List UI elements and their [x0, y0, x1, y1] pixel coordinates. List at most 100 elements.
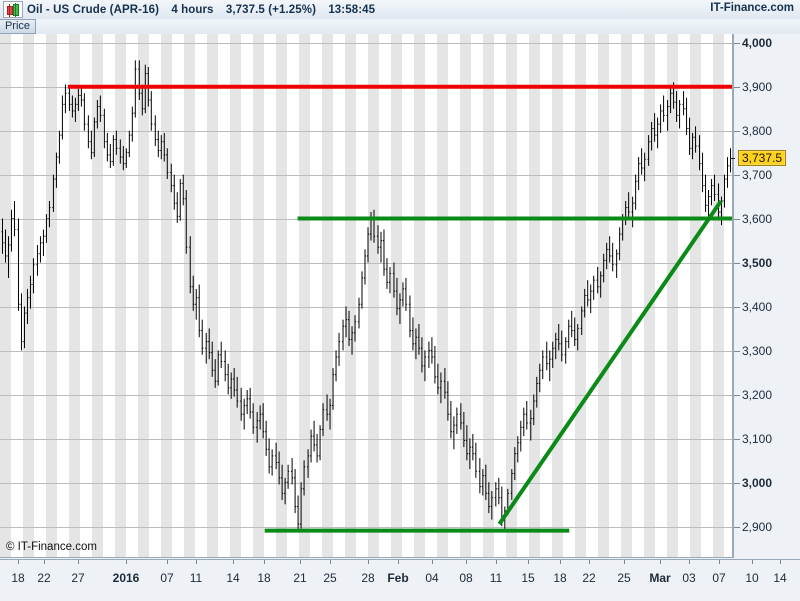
- date-axis-label: 21: [293, 571, 307, 585]
- gridline: [0, 351, 732, 352]
- instrument-name: Oil - US Crude (APR-16): [27, 3, 160, 16]
- date-axis-label: 25: [617, 571, 631, 585]
- tab-price[interactable]: Price: [0, 19, 36, 34]
- price-axis-label: 2,900: [742, 520, 773, 535]
- title-bar: Oil - US Crude (APR-16) 4 hours 3,737.5 …: [0, 0, 800, 20]
- price-axis-tick: [734, 483, 740, 485]
- date-axis-label: 14: [226, 571, 240, 585]
- date-axis-label: 18: [553, 571, 567, 585]
- last-price-label: 3,737.5 (+1.25%): [225, 3, 317, 16]
- gridline: [0, 307, 732, 308]
- price-axis-tick: [734, 351, 740, 352]
- date-axis-label: 2016: [112, 571, 140, 585]
- current-price-tick: [730, 158, 735, 160]
- date-axis-tick: [660, 560, 661, 564]
- time-label: 13:58:45: [328, 3, 376, 16]
- panel-tab-bar: [0, 19, 800, 35]
- price-axis-tick: [734, 174, 740, 176]
- watermark-label: © IT-Finance.com: [6, 541, 97, 553]
- price-axis-label: 3,200: [742, 388, 773, 403]
- price-axis-label: 3,300: [742, 344, 773, 358]
- date-axis-tick: [528, 560, 529, 564]
- date-axis-tick: [719, 560, 720, 564]
- price-axis-tick: [734, 395, 740, 397]
- date-axis-tick: [466, 560, 467, 564]
- drawing-annotations[interactable]: [0, 34, 732, 557]
- price-axis-label: 3,400: [742, 300, 773, 314]
- price-axis-tick: [734, 439, 740, 441]
- price-axis-tick: [734, 130, 740, 132]
- gridline: [0, 395, 732, 397]
- date-axis-tick: [368, 560, 369, 564]
- price-axis-label: 3,000: [742, 476, 773, 491]
- price-axis-label: 3,700: [742, 167, 773, 182]
- date-axis-label: 22: [582, 571, 596, 585]
- date-axis-label: Feb: [387, 571, 409, 585]
- date-axis-tick: [752, 560, 753, 564]
- price-axis-tick: [734, 86, 740, 88]
- date-axis-label: Mar: [649, 571, 671, 585]
- timeframe-label: 4 hours: [171, 3, 214, 16]
- ascending-trendline[interactable]: [497, 199, 723, 526]
- date-axis-label: 08: [459, 571, 473, 585]
- date-axis-tick: [689, 560, 690, 564]
- date-axis-tick: [18, 560, 19, 564]
- date-axis-tick: [167, 560, 168, 564]
- date-axis-label: 28: [361, 571, 375, 585]
- date-axis[interactable]: 18 22 27 2016 07 11 14 18 21 25 28 Feb 04 08 11 15 18 22 2…: [0, 559, 800, 601]
- date-axis-tick: [44, 560, 45, 564]
- price-axis-tick: [734, 218, 740, 220]
- date-axis-label: 15: [521, 571, 535, 585]
- date-axis-label: 07: [160, 571, 174, 585]
- date-axis-tick: [624, 560, 625, 564]
- price-axis-tick: [734, 307, 740, 308]
- gridline: [0, 263, 732, 264]
- date-axis-tick: [233, 560, 234, 564]
- gridline: [0, 483, 732, 485]
- date-axis-label: 07: [712, 571, 726, 585]
- price-axis-label: 3,800: [742, 123, 773, 138]
- date-axis-label: 25: [323, 571, 337, 585]
- current-price-tag[interactable]: 3,737.5: [738, 150, 787, 167]
- price-plot-area[interactable]: [0, 34, 733, 558]
- date-axis-label: 04: [425, 571, 439, 585]
- candlestick-icon: [3, 1, 23, 18]
- price-axis-label: 3,600: [742, 211, 773, 226]
- price-axis-tick: [734, 527, 740, 529]
- date-axis-tick: [496, 560, 497, 564]
- price-axis-label: 3,500: [742, 256, 773, 270]
- price-axis-tick: [734, 42, 740, 44]
- date-axis-label: 11: [489, 571, 503, 585]
- gridline: [0, 439, 732, 441]
- date-axis-tick: [560, 560, 561, 564]
- price-axis-label: 4,000: [742, 35, 773, 50]
- date-axis-tick: [780, 560, 781, 564]
- price-axis-label: 3,900: [742, 79, 773, 94]
- date-axis-tick: [196, 560, 197, 564]
- date-axis-label: 03: [682, 571, 696, 585]
- date-axis-label: 14: [773, 571, 787, 585]
- date-axis-tick: [264, 560, 265, 564]
- date-axis-tick: [78, 560, 79, 564]
- session-bands: [0, 34, 732, 557]
- gridline: [0, 130, 732, 132]
- date-axis-label: 18: [257, 571, 271, 585]
- date-axis-label: 27: [71, 571, 85, 585]
- date-axis-tick: [300, 560, 301, 564]
- title-bar-text: Oil - US Crude (APR-16) 4 hours 3,737.5 …: [27, 4, 384, 16]
- price-axis-label: 3,100: [742, 432, 773, 447]
- date-axis-label: 11: [189, 571, 203, 585]
- date-axis-label: 10: [745, 571, 759, 585]
- date-axis-tick: [126, 560, 127, 564]
- gridline: [0, 174, 732, 176]
- date-axis-tick: [398, 560, 399, 564]
- gridline: [0, 527, 732, 529]
- date-axis-tick: [589, 560, 590, 564]
- date-axis-label: 22: [37, 571, 51, 585]
- brand-label: IT-Finance.com: [710, 2, 794, 14]
- gridline: [0, 42, 732, 44]
- ohlc-bar-series: [1, 60, 732, 531]
- price-axis-tick: [734, 263, 740, 264]
- price-axis[interactable]: 2,900 3,000 3,100 3,200 3,300 3,400 3,500 3,600…: [730, 34, 800, 558]
